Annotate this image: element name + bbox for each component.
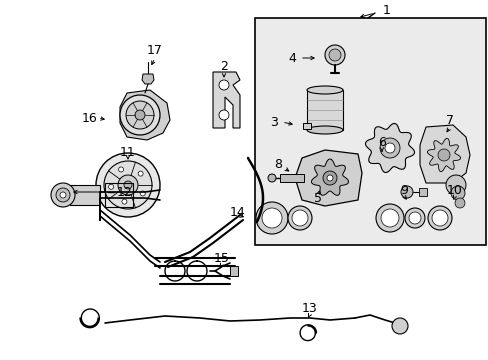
Bar (70, 185, 100, 205)
Circle shape (328, 49, 340, 61)
Circle shape (427, 206, 451, 230)
Text: 16: 16 (82, 112, 98, 125)
Text: 10: 10 (446, 184, 462, 197)
Circle shape (400, 186, 412, 198)
Text: 2: 2 (220, 60, 227, 73)
Bar (280, 174, 304, 182)
Circle shape (124, 181, 132, 189)
Circle shape (408, 212, 420, 224)
Text: 14: 14 (230, 206, 245, 219)
Circle shape (138, 171, 143, 176)
Text: 5: 5 (313, 192, 321, 204)
Circle shape (56, 188, 70, 202)
Circle shape (119, 167, 123, 172)
Circle shape (375, 204, 403, 232)
Text: 6: 6 (377, 135, 385, 148)
Ellipse shape (306, 126, 342, 134)
Circle shape (135, 110, 145, 120)
Text: 8: 8 (273, 158, 282, 171)
Circle shape (60, 192, 66, 198)
Circle shape (454, 198, 464, 208)
Circle shape (445, 175, 465, 195)
Circle shape (122, 199, 127, 204)
Polygon shape (294, 150, 361, 206)
Circle shape (326, 175, 332, 181)
Text: 11: 11 (120, 145, 136, 158)
Circle shape (450, 186, 464, 200)
Bar (254, 18, 485, 245)
Circle shape (287, 206, 311, 230)
Ellipse shape (306, 86, 342, 94)
Circle shape (325, 45, 345, 65)
Circle shape (96, 153, 160, 217)
Polygon shape (365, 123, 414, 172)
Circle shape (391, 318, 407, 334)
Text: 12: 12 (117, 185, 133, 198)
Circle shape (140, 191, 145, 196)
Bar (306, 90, 342, 130)
Circle shape (323, 171, 336, 185)
Circle shape (108, 184, 113, 189)
Polygon shape (419, 125, 469, 183)
Text: 17: 17 (147, 44, 163, 57)
Text: 9: 9 (399, 184, 407, 197)
Text: 3: 3 (269, 116, 277, 129)
Circle shape (404, 208, 424, 228)
Circle shape (267, 174, 275, 182)
Circle shape (380, 209, 398, 227)
Polygon shape (427, 138, 460, 172)
Bar (105, 183, 133, 207)
Circle shape (219, 80, 228, 90)
Circle shape (384, 143, 394, 153)
Text: 4: 4 (287, 51, 295, 64)
Polygon shape (120, 90, 170, 140)
Bar (418, 188, 426, 196)
Bar (229, 266, 238, 276)
Circle shape (104, 161, 152, 209)
Text: 15: 15 (214, 252, 229, 265)
Circle shape (379, 138, 399, 158)
Circle shape (256, 202, 287, 234)
Circle shape (437, 149, 449, 161)
Circle shape (431, 210, 447, 226)
Text: 13: 13 (302, 302, 317, 315)
Polygon shape (142, 74, 154, 84)
Circle shape (291, 210, 307, 226)
Text: 7: 7 (445, 113, 453, 126)
Text: 1: 1 (382, 4, 390, 17)
Circle shape (118, 175, 138, 195)
Circle shape (120, 95, 160, 135)
Bar (303, 123, 310, 129)
Circle shape (262, 208, 282, 228)
Circle shape (219, 110, 228, 120)
Polygon shape (311, 159, 348, 195)
Polygon shape (213, 72, 240, 128)
Circle shape (51, 183, 75, 207)
Circle shape (126, 101, 154, 129)
